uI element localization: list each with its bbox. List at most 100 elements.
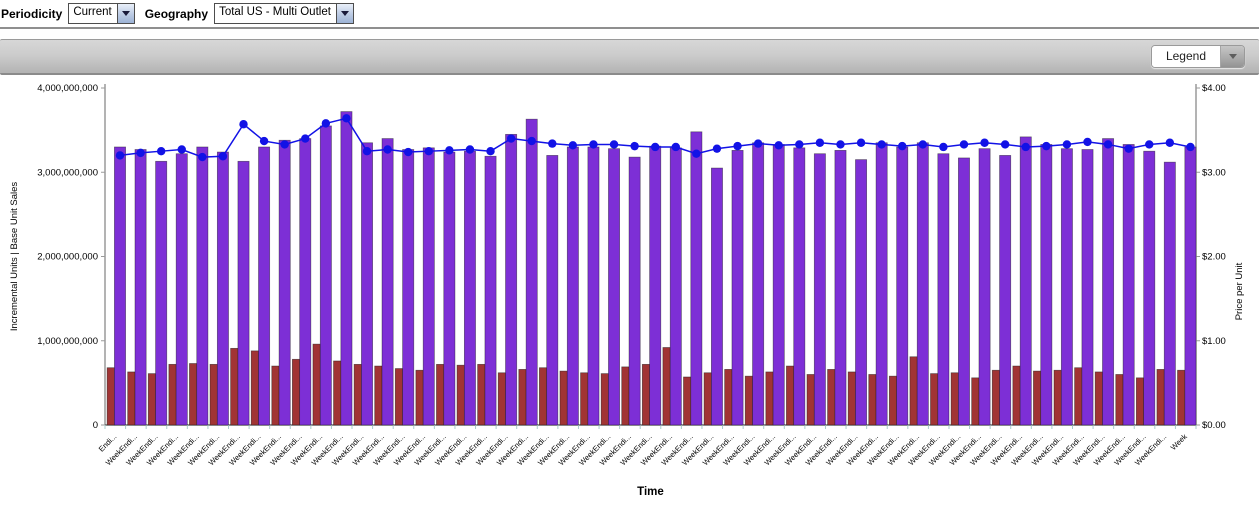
base-unit-sales-bar [937, 153, 950, 426]
incremental-units-bar [147, 373, 156, 426]
incremental-units-bar [1012, 365, 1021, 426]
left-axis-tick-label: 1,000,000,000 [37, 336, 98, 347]
base-unit-sales-bar [422, 147, 435, 426]
base-unit-sales-bar [525, 118, 538, 426]
price-line-point [1062, 140, 1072, 149]
incremental-units-bar [827, 369, 836, 426]
price-line-point [1083, 137, 1092, 147]
incremental-units-bar [394, 368, 403, 426]
base-unit-sales-bar [402, 149, 415, 426]
base-unit-sales-bar [278, 139, 291, 426]
base-unit-sales-bar [258, 146, 271, 426]
base-unit-sales-bar [463, 150, 476, 426]
incremental-units-bar [436, 363, 445, 426]
price-line-point [795, 140, 804, 149]
geography-label: Geography [144, 6, 209, 21]
chart-area: 0 1,000,000,000 2,000,000,000 3,000,000,000… [0, 75, 1259, 513]
left-axis-tick-label: 3,000,000,000 [37, 167, 98, 178]
geography-select[interactable]: Total US - Multi Outlet [214, 3, 354, 24]
price-line-point [506, 134, 516, 143]
incremental-units-bar [1053, 369, 1062, 426]
base-unit-sales-bar [587, 146, 600, 426]
base-unit-sales-bar [1081, 149, 1094, 426]
incremental-units-bar [991, 369, 1000, 426]
legend-dropdown-button[interactable]: Legend [1150, 45, 1245, 68]
incremental-units-bar [744, 375, 753, 426]
incremental-units-bar [559, 370, 568, 426]
base-unit-sales-bar [155, 160, 168, 426]
incremental-units-bar [683, 376, 692, 426]
price-line-point [692, 149, 701, 158]
incremental-units-bar [333, 360, 342, 426]
price-line-point [177, 145, 186, 154]
incremental-units-bar [230, 347, 239, 426]
price-line-point [1042, 141, 1051, 151]
price-line-point [115, 151, 125, 160]
price-line-point [383, 145, 392, 154]
left-axis-tick-label: 0 [93, 420, 98, 431]
legend-dropdown-label: Legend [1151, 46, 1220, 67]
incremental-units-bar [1033, 370, 1042, 426]
chevron-down-icon[interactable] [335, 4, 353, 23]
base-unit-sales-bar [1040, 144, 1053, 426]
price-line-point [362, 146, 372, 156]
price-line-point [486, 146, 495, 156]
base-unit-sales-bar [896, 146, 909, 426]
incremental-units-bar [127, 371, 136, 426]
base-unit-sales-bar [669, 147, 682, 426]
x-axis-title: Time [637, 486, 664, 498]
price-line-point [980, 138, 989, 147]
incremental-units-bar [1135, 377, 1144, 426]
base-unit-sales-bar [813, 153, 826, 426]
base-unit-sales-bar [999, 155, 1012, 426]
base-unit-sales-bar [731, 149, 744, 426]
right-axis-tick-label: $2.00 [1202, 252, 1226, 263]
incremental-units-bar [1156, 369, 1165, 426]
price-line-point [156, 146, 166, 156]
periodicity-value: Current [69, 4, 117, 23]
base-unit-sales-bar [134, 149, 147, 426]
base-unit-sales-bar [340, 111, 353, 426]
base-unit-sales-bar [834, 149, 847, 426]
incremental-units-bar [189, 363, 198, 426]
incremental-units-bar [971, 377, 980, 426]
chevron-down-icon[interactable] [116, 4, 134, 23]
incremental-units-bar [518, 369, 527, 426]
right-axis-title: Price per Unit [1234, 262, 1245, 320]
x-axis-label: Week [1169, 432, 1189, 452]
incremental-units-bar [312, 343, 321, 426]
chevron-down-icon[interactable] [1220, 46, 1244, 67]
base-unit-sales-bar [1122, 144, 1135, 426]
incremental-units-bar [600, 373, 609, 426]
incremental-units-bar [868, 374, 877, 426]
right-axis-tick-label: $3.00 [1202, 167, 1226, 178]
incremental-units-bar [909, 356, 918, 426]
incremental-units-bar [621, 366, 630, 426]
price-line-point [1165, 138, 1175, 147]
base-unit-sales-bar [628, 156, 641, 426]
price-line-point [815, 138, 825, 147]
base-unit-sales-bar [690, 131, 703, 426]
incremental-units-bar [1074, 367, 1083, 426]
base-unit-sales-bar [608, 148, 620, 426]
incremental-units-bar [477, 363, 486, 426]
base-unit-sales-bar [916, 142, 929, 426]
incremental-units-bar [1115, 374, 1124, 426]
base-unit-sales-bar [361, 142, 373, 426]
incremental-units-bar [703, 372, 712, 426]
incremental-units-bar [888, 375, 897, 426]
incremental-units-bar [497, 372, 506, 426]
incremental-units-bar [539, 367, 548, 426]
base-unit-sales-bar [958, 157, 970, 426]
base-unit-sales-bar [855, 159, 868, 426]
price-line-point [753, 139, 763, 148]
base-unit-sales-bar [772, 144, 785, 426]
base-unit-sales-bar [566, 146, 579, 426]
base-unit-sales-bar [1102, 138, 1115, 426]
price-line-point [403, 147, 413, 157]
base-unit-sales-bar [237, 160, 250, 426]
periodicity-select[interactable]: Current [68, 3, 135, 24]
price-line-point [671, 142, 680, 152]
incremental-units-bar [456, 364, 465, 426]
